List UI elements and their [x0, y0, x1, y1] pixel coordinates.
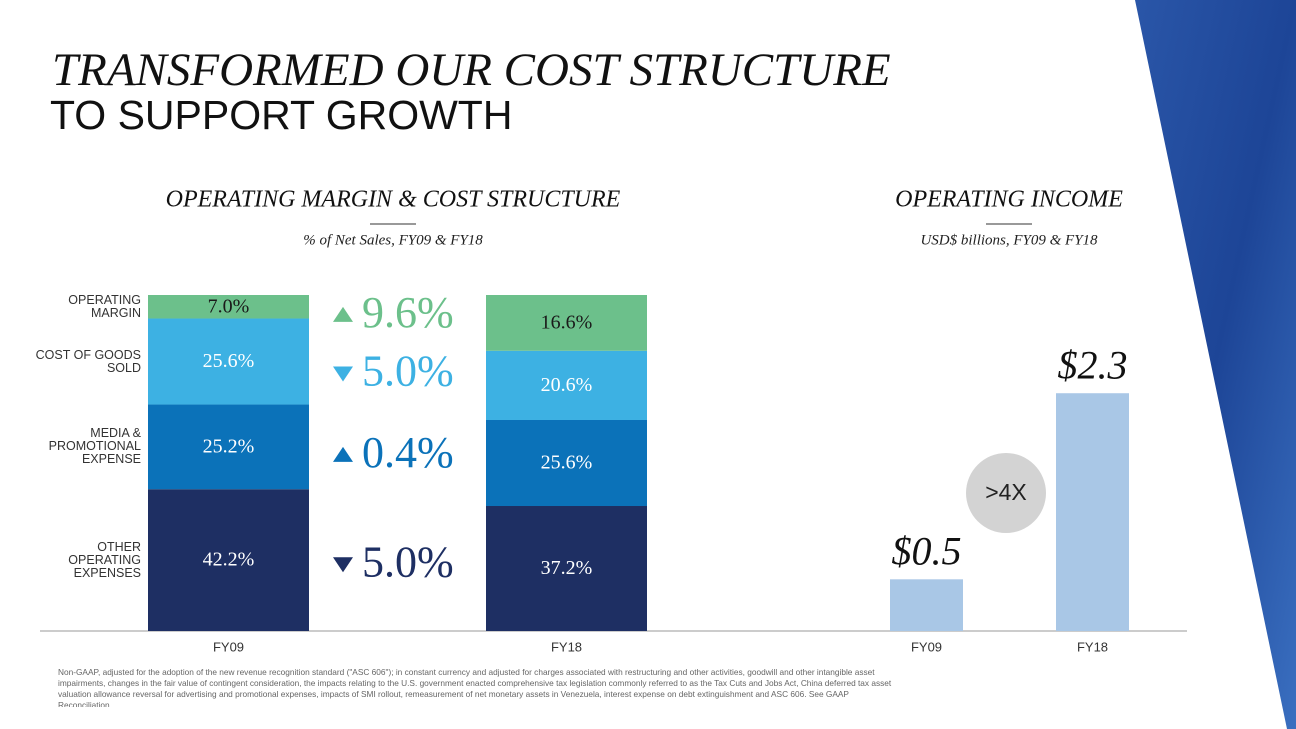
chart-subtitle: % of Net Sales, FY09 & FY18	[303, 232, 483, 248]
chart-title: OPERATING INCOME	[895, 187, 1123, 213]
change-arrow	[333, 557, 353, 573]
change-label: 5.0%	[362, 347, 454, 396]
annotation: >4X	[985, 479, 1027, 505]
legend-box: OPERATING MARGIN	[68, 292, 141, 320]
legend-box: OTHER OPERATING EXPENSES	[68, 539, 141, 580]
data-label: 20.6%	[541, 374, 593, 396]
bar-segment	[148, 404, 309, 490]
annotation-circle	[966, 453, 1046, 533]
bar-segment	[486, 350, 647, 420]
change-label: 9.6%	[362, 288, 454, 337]
data-label: $2.3	[1058, 342, 1128, 387]
bar	[890, 579, 963, 631]
data-label: 42.2%	[203, 549, 255, 571]
x-tick-label: FY18	[1077, 639, 1108, 654]
x-tick-label: FY18	[551, 639, 582, 654]
change-label: 0.4%	[362, 428, 454, 477]
data-label: 37.2%	[541, 557, 593, 579]
legend-entry: OPERATING MARGIN	[68, 292, 141, 320]
bar-segment	[486, 506, 647, 631]
chart-subtitle: USD$ billions, FY09 & FY18	[920, 232, 1098, 248]
bar-segment	[486, 295, 647, 351]
decor-texture	[1135, 0, 1296, 729]
data-label: 7.0%	[208, 295, 250, 317]
data-label: 16.6%	[541, 311, 593, 333]
footnote: Non-GAAP, adjusted for the adoption of t…	[58, 667, 892, 707]
footnote-box: Non-GAAP, adjusted for the adoption of t…	[58, 667, 892, 707]
bar-segment	[148, 489, 309, 631]
change-arrow	[333, 306, 353, 322]
change-arrow	[333, 446, 353, 462]
slide-title: TRANSFORMED OUR COST STRUCTURE	[52, 44, 891, 96]
legend-entry: OTHER OPERATING EXPENSES	[68, 539, 141, 580]
slide-subtitle: TO SUPPORT GROWTH	[50, 92, 512, 138]
x-tick-label: FY09	[213, 639, 244, 654]
legend-entry: COST OF GOODS SOLD	[35, 347, 141, 375]
data-label: 25.2%	[203, 435, 255, 457]
chart-title: OPERATING MARGIN & COST STRUCTURE	[166, 187, 621, 213]
x-tick-label: FY09	[911, 639, 942, 654]
change-label: 5.0%	[362, 537, 454, 586]
bar-segment	[148, 295, 309, 319]
bar-segment	[486, 419, 647, 507]
data-label: $0.5	[892, 528, 962, 573]
data-label: 25.6%	[203, 350, 255, 372]
legend-box: COST OF GOODS SOLD	[35, 347, 141, 375]
data-label: 25.6%	[541, 452, 593, 474]
legend-entry: MEDIA & PROMOTIONAL EXPENSE	[48, 426, 141, 467]
bar-segment	[148, 318, 309, 405]
bar	[1056, 393, 1129, 631]
change-arrow	[333, 366, 353, 382]
legend-box: MEDIA & PROMOTIONAL EXPENSE	[48, 426, 141, 467]
